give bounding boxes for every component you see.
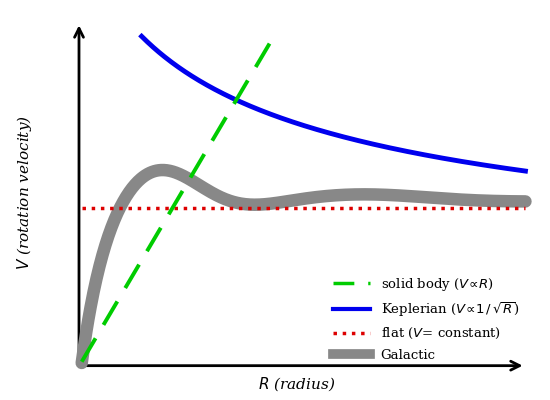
Text: $R$ (radius): $R$ (radius) — [258, 376, 336, 393]
Text: $V$ (rotation velocity): $V$ (rotation velocity) — [15, 115, 34, 270]
Legend: solid body ($V\!\propto\!R$), Keplerian ($V\!\propto\!1\,/\,\sqrt{R}$), flat ($V: solid body ($V\!\propto\!R$), Keplerian … — [328, 271, 524, 367]
